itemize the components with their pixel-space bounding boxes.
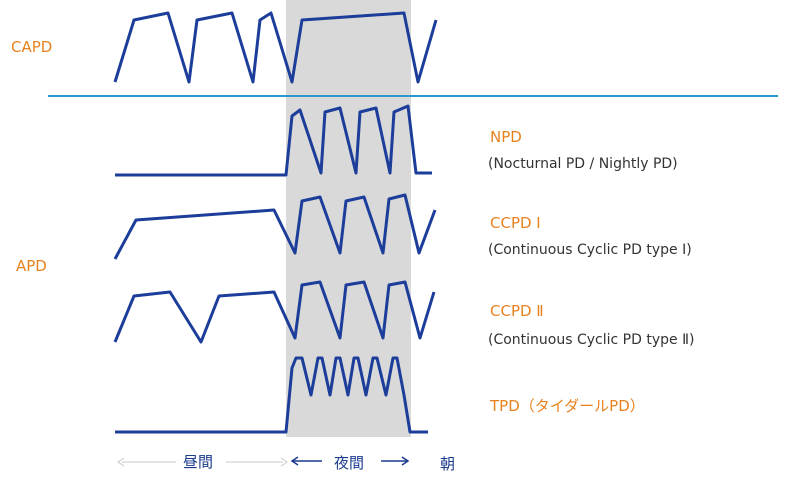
- apd-label: APD: [16, 257, 47, 275]
- night-span-arrow: [290, 456, 410, 466]
- ccpd1-name: CCPD Ⅰ: [490, 214, 541, 232]
- ccpd2-description: (Continuous Cyclic PD type Ⅱ): [488, 332, 695, 348]
- tpd-waveform: [115, 356, 428, 434]
- ccpd1-waveform: [113, 193, 437, 260]
- nighttime-label: 夜間: [334, 454, 365, 472]
- daytime-label: 昼間: [183, 453, 214, 471]
- capd-label: CAPD: [11, 38, 53, 56]
- ccpd2-name: CCPD Ⅱ: [490, 302, 544, 320]
- capd-waveform: [113, 11, 438, 84]
- night-band: [286, 0, 411, 437]
- day-span-arrow: [117, 457, 288, 467]
- tpd-name: TPD（タイダールPD）: [490, 397, 645, 415]
- ccpd1-description: (Continuous Cyclic PD type Ⅰ): [488, 242, 692, 258]
- morning-label: 朝: [440, 455, 456, 473]
- ccpd2-waveform: [113, 280, 436, 344]
- npd-waveform: [115, 104, 432, 177]
- npd-description: (Nocturnal PD / Nightly PD): [488, 156, 678, 172]
- npd-name: NPD: [490, 128, 522, 146]
